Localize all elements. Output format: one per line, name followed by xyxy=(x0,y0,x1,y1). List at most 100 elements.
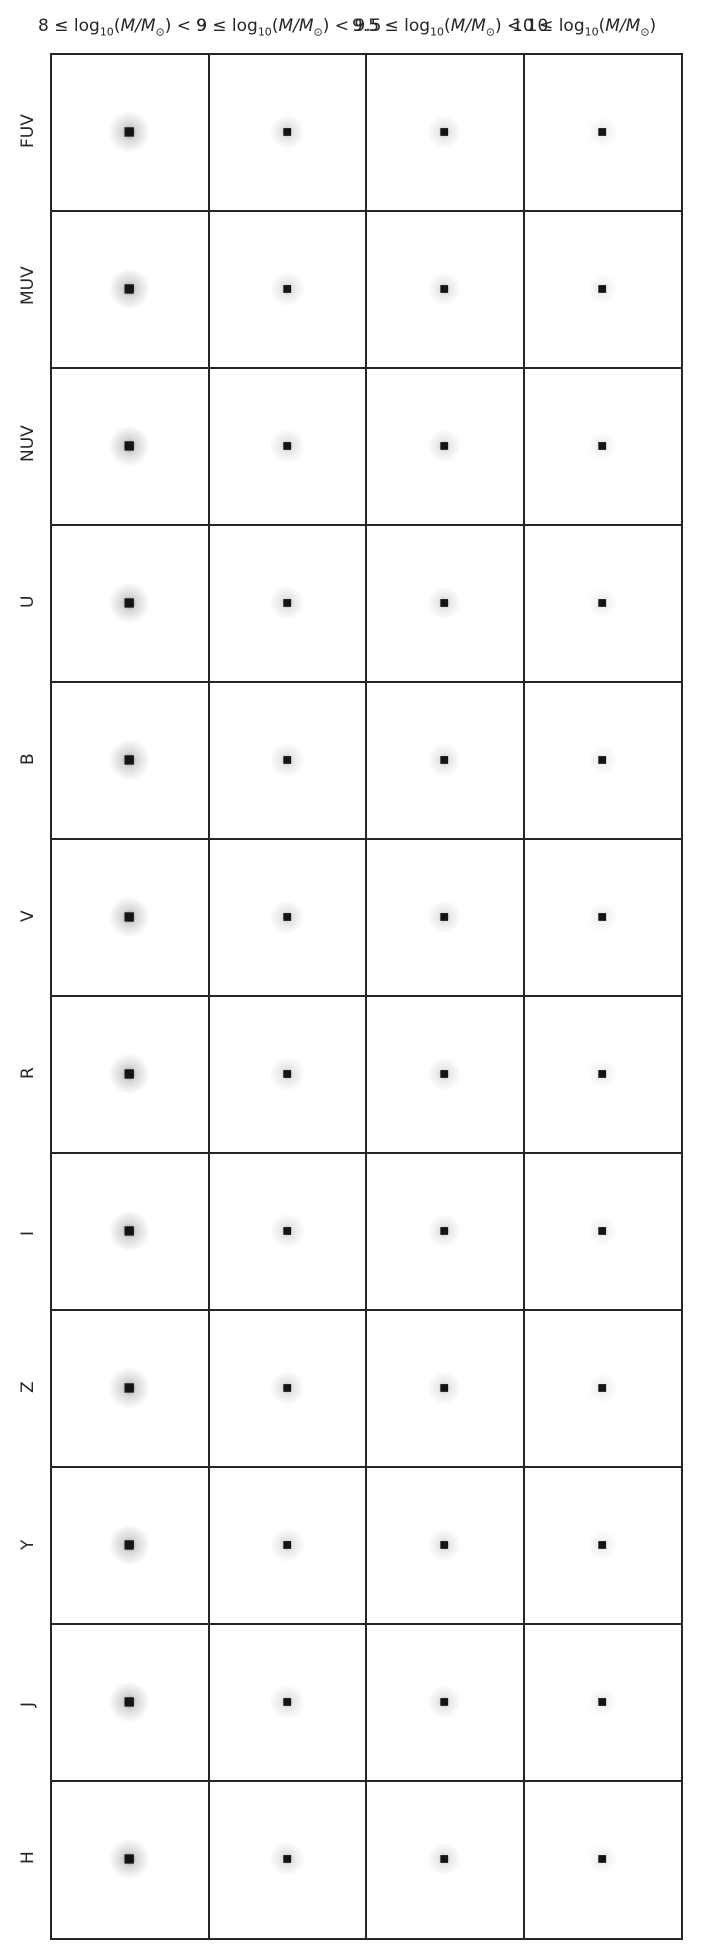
title-sun-symbol: ⊙ xyxy=(485,25,495,39)
psf-core xyxy=(597,442,606,450)
psf-panel-u-col3 xyxy=(365,524,525,684)
psf-panel-h-col4 xyxy=(522,1780,683,1940)
psf-core xyxy=(597,1384,606,1392)
psf-image xyxy=(108,1210,151,1252)
psf-panel-v-col3 xyxy=(365,838,525,998)
psf-core xyxy=(124,1697,134,1707)
psf-core xyxy=(440,442,449,450)
psf-core xyxy=(282,913,291,921)
psf-core xyxy=(597,285,606,293)
psf-image xyxy=(108,1367,151,1409)
psf-panel-i-col4 xyxy=(522,1152,683,1312)
psf-image xyxy=(269,114,305,150)
psf-panel-z-col4 xyxy=(522,1309,683,1469)
psf-panel-z-col2 xyxy=(207,1309,368,1469)
psf-panel-j-col3 xyxy=(365,1623,525,1783)
psf-image xyxy=(586,1058,618,1090)
psf-core xyxy=(282,1698,291,1706)
row-label-b: B xyxy=(18,753,38,765)
psf-core xyxy=(440,913,449,921)
title-leq-symbol: ≤ xyxy=(212,16,232,36)
psf-core xyxy=(597,1855,606,1863)
psf-panel-r-col1 xyxy=(50,995,210,1155)
psf-core xyxy=(282,1855,291,1863)
psf-image xyxy=(427,114,462,150)
psf-image xyxy=(427,899,462,935)
psf-image xyxy=(269,742,305,778)
psf-core xyxy=(124,912,134,922)
psf-panel-b-col2 xyxy=(207,681,368,841)
psf-image xyxy=(269,271,305,307)
psf-image xyxy=(586,1372,618,1404)
psf-panel-fuv-col1 xyxy=(50,53,210,213)
row-label-fuv: FUV xyxy=(18,114,38,148)
psf-image xyxy=(108,268,151,310)
psf-image xyxy=(108,425,151,467)
psf-panel-fuv-col4 xyxy=(522,53,683,213)
psf-core xyxy=(440,1070,449,1078)
psf-panel-y-col4 xyxy=(522,1466,683,1626)
psf-panel-h-col3 xyxy=(365,1780,525,1940)
psf-panel-v-col1 xyxy=(50,838,210,998)
psf-panel-j-col2 xyxy=(207,1623,368,1783)
psf-panel-fuv-col3 xyxy=(365,53,525,213)
psf-image xyxy=(427,1056,462,1092)
psf-core xyxy=(597,913,606,921)
psf-core xyxy=(282,1384,291,1392)
psf-core xyxy=(440,599,449,607)
psf-core xyxy=(124,1069,134,1079)
title-log-base: 10 xyxy=(584,25,599,39)
psf-image xyxy=(586,744,618,776)
psf-image xyxy=(427,1841,462,1877)
title-mass-ratio: M/M xyxy=(605,16,641,36)
psf-core xyxy=(597,599,606,607)
psf-core xyxy=(440,285,449,293)
title-mass-ratio: M/M xyxy=(278,16,314,36)
psf-panel-fuv-col2 xyxy=(207,53,368,213)
psf-image xyxy=(269,428,305,464)
psf-image xyxy=(269,1684,305,1720)
psf-image xyxy=(427,1213,462,1249)
psf-image xyxy=(108,1681,151,1723)
title-sun-symbol: ⊙ xyxy=(155,25,165,39)
row-label-v: V xyxy=(18,910,38,922)
psf-panel-nuv-col3 xyxy=(365,367,525,527)
psf-panel-y-col2 xyxy=(207,1466,368,1626)
psf-image xyxy=(108,1838,151,1880)
psf-image xyxy=(269,585,305,621)
psf-panel-h-col1 xyxy=(50,1780,210,1940)
psf-panel-j-col4 xyxy=(522,1623,683,1783)
psf-core xyxy=(440,1541,449,1549)
psf-core xyxy=(282,1070,291,1078)
psf-panel-muv-col2 xyxy=(207,210,368,370)
psf-core xyxy=(124,598,134,608)
psf-core xyxy=(282,599,291,607)
psf-image xyxy=(586,1215,618,1247)
psf-core xyxy=(597,1698,606,1706)
psf-core xyxy=(282,442,291,450)
psf-image xyxy=(586,1529,618,1561)
psf-image xyxy=(586,1843,618,1875)
psf-core xyxy=(124,1383,134,1393)
psf-panel-y-col3 xyxy=(365,1466,525,1626)
psf-core xyxy=(282,1227,291,1235)
title-sun-symbol: ⊙ xyxy=(640,25,650,39)
psf-core xyxy=(282,756,291,764)
row-label-y: Y xyxy=(18,1539,38,1550)
psf-panel-i-col3 xyxy=(365,1152,525,1312)
row-label-r: R xyxy=(18,1067,38,1079)
psf-image xyxy=(586,901,618,933)
psf-core xyxy=(124,1540,134,1550)
psf-core xyxy=(440,128,449,136)
row-label-i: I xyxy=(18,1230,38,1236)
psf-image xyxy=(427,1527,462,1563)
psf-image xyxy=(586,116,618,148)
psf-image xyxy=(586,430,618,462)
psf-image xyxy=(427,742,462,778)
psf-core xyxy=(597,128,606,136)
psf-core xyxy=(440,1855,449,1863)
column-title-1: 8 ≤ log10(M/M⊙) < 9 xyxy=(38,16,208,39)
title-log: log xyxy=(73,16,100,36)
psf-image xyxy=(427,585,462,621)
